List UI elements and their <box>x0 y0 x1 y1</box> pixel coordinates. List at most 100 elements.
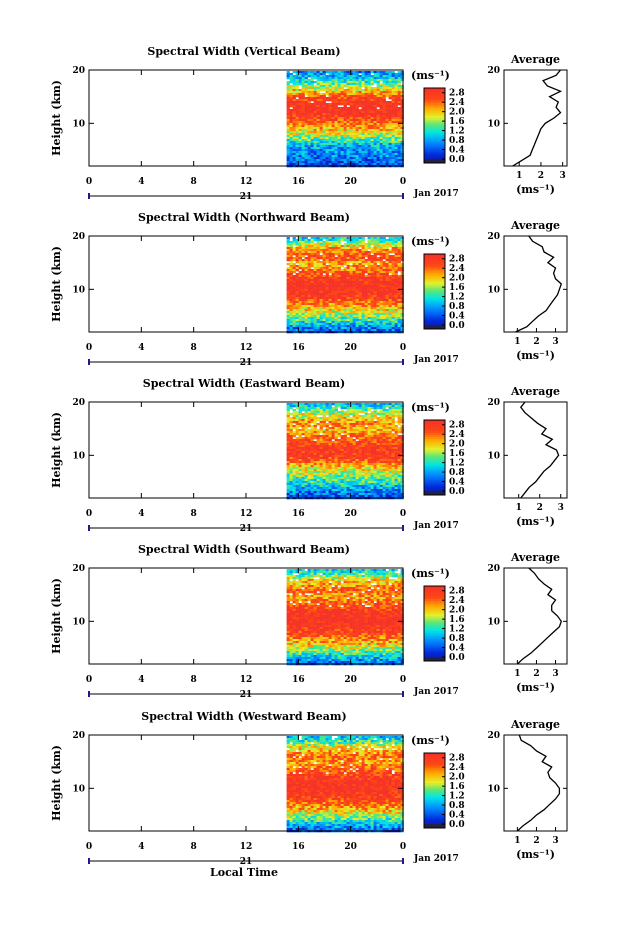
heatmap-cell <box>316 413 320 416</box>
heatmap-cell <box>292 107 296 110</box>
heatmap-cell <box>325 435 329 438</box>
heatmap-cell <box>343 315 347 318</box>
heatmap-cell <box>376 323 380 326</box>
heatmap-cell <box>325 123 329 126</box>
heatmap-cell <box>361 255 365 258</box>
heatmap-cell <box>397 417 401 420</box>
heatmap-cell <box>292 125 296 128</box>
heatmap-cell <box>358 303 362 306</box>
heatmap-cell <box>334 137 338 140</box>
heatmap-cell <box>298 281 302 284</box>
heatmap-cell <box>346 127 350 130</box>
heatmap-cell <box>391 79 395 82</box>
heatmap-cell <box>355 253 359 256</box>
heatmap-cell <box>394 127 398 130</box>
heatmap-cell <box>358 403 362 406</box>
heatmap-cell <box>316 83 320 86</box>
heatmap-cell <box>346 459 350 462</box>
heatmap-cell <box>325 283 329 286</box>
heatmap-cell <box>379 317 383 320</box>
heatmap-cell <box>322 407 326 410</box>
average-x-tick-label: 3 <box>560 171 566 181</box>
heatmap-cell <box>337 241 341 244</box>
heatmap-cell <box>361 317 365 320</box>
heatmap-cell <box>301 245 305 248</box>
heatmap-cell <box>373 279 377 282</box>
heatmap-cell <box>298 77 302 80</box>
heatmap-cell <box>301 157 305 160</box>
heatmap-cell <box>325 305 329 308</box>
heatmap-cell <box>343 289 347 292</box>
heatmap-cell <box>382 305 386 308</box>
heatmap-cell <box>301 117 305 120</box>
heatmap-cell <box>334 149 338 152</box>
heatmap-cell <box>313 285 317 288</box>
heatmap-cell <box>301 287 305 290</box>
heatmap-cell <box>307 153 311 156</box>
heatmap-cell <box>301 425 305 428</box>
heatmap-cell <box>352 157 356 160</box>
heatmap-cell <box>355 455 359 458</box>
heatmap-cell <box>382 127 386 130</box>
heatmap-cell <box>400 319 404 322</box>
heatmap-cell <box>370 107 374 110</box>
heatmap-cell <box>358 405 362 408</box>
heatmap-cell <box>349 71 353 74</box>
heatmap-cell <box>322 127 326 130</box>
heatmap-cell <box>352 451 356 454</box>
heatmap-cell <box>361 263 365 266</box>
heatmap-cell <box>334 157 338 160</box>
heatmap-cell <box>295 309 299 312</box>
heatmap-cell <box>373 97 377 100</box>
heatmap-cell <box>304 109 308 112</box>
heatmap-cell <box>379 105 383 108</box>
heatmap-cell <box>367 155 371 158</box>
heatmap-cell <box>358 139 362 142</box>
heatmap-cell <box>313 411 317 414</box>
heatmap-cell <box>286 295 290 298</box>
heatmap-cell <box>364 269 368 272</box>
heatmap-cell <box>379 259 383 262</box>
heatmap-cell <box>352 301 356 304</box>
heatmap-cell <box>379 273 383 276</box>
heatmap-cell <box>298 285 302 288</box>
heatmap-cell <box>373 109 377 112</box>
heatmap-cell <box>289 255 293 258</box>
heatmap-cell <box>307 277 311 280</box>
heatmap-cell <box>355 91 359 94</box>
heatmap-cell <box>328 421 332 424</box>
heatmap-cell <box>328 159 332 162</box>
heatmap-cell <box>325 295 329 298</box>
heatmap-cell <box>352 289 356 292</box>
colorbar-segment <box>424 134 445 138</box>
heatmap-cell <box>355 143 359 146</box>
heatmap-cell <box>352 141 356 144</box>
heatmap-cell <box>385 417 389 420</box>
heatmap-cell <box>391 273 395 276</box>
heatmap-cell <box>397 263 401 266</box>
heatmap-cell <box>337 449 341 452</box>
heatmap-cell <box>292 89 296 92</box>
heatmap-cell <box>343 261 347 264</box>
heatmap-cell <box>340 131 344 134</box>
heatmap-cell <box>391 111 395 114</box>
heatmap-cell <box>310 315 314 318</box>
heatmap-cell <box>388 79 392 82</box>
colorbar-segment <box>424 285 445 289</box>
heatmap-cell <box>325 271 329 274</box>
heatmap-cell <box>388 149 392 152</box>
heatmap-cell <box>328 405 332 408</box>
heatmap-cell <box>373 249 377 252</box>
heatmap-cell <box>385 321 389 324</box>
heatmap-cell <box>322 101 326 104</box>
heatmap-cell <box>337 403 341 406</box>
heatmap-cell <box>364 413 368 416</box>
heatmap-cell <box>382 439 386 442</box>
heatmap-cell <box>310 425 314 428</box>
heatmap-cell <box>379 109 383 112</box>
heatmap-cell <box>358 113 362 116</box>
heatmap-cell <box>310 157 314 160</box>
heatmap-cell <box>397 117 401 120</box>
heatmap-cell <box>373 429 377 432</box>
heatmap-cell <box>397 303 401 306</box>
